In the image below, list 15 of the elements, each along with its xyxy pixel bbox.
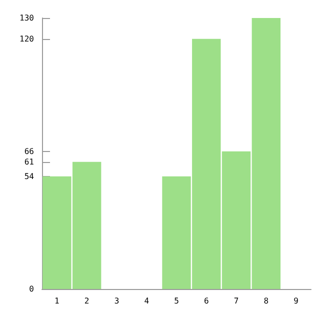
x-tick-label: 3: [114, 296, 120, 306]
y-tick-label: 0: [29, 284, 34, 294]
x-tick-label: 9: [294, 296, 299, 306]
x-tick-label: 5: [174, 296, 180, 306]
x-tick-label: 8: [264, 296, 269, 306]
y-tick-label: 120: [20, 34, 34, 44]
y-tick-label: 66: [24, 146, 34, 156]
x-tick-label: 1: [54, 296, 60, 306]
x-tick-label: 7: [234, 296, 239, 306]
y-tick-label: 61: [24, 157, 34, 166]
x-tick-label: 6: [204, 296, 209, 306]
y-tick-label: 130: [20, 14, 34, 22]
x-tick-label: 4: [144, 296, 150, 306]
x-tick-label: 2: [84, 296, 90, 306]
y-tick-label: 54: [24, 172, 34, 181]
